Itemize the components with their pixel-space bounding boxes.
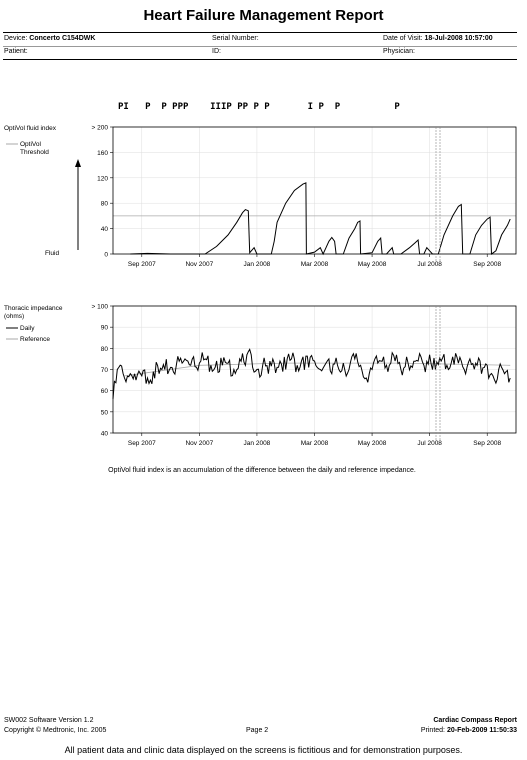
copyright: Copyright © Medtronic, Inc. 2005 xyxy=(4,727,107,734)
optivol-y-tick-label: 120 xyxy=(97,175,108,182)
impedance-x-ticks: Sep 2007 Nov 2007 Jan 2008 Mar 2008 May 2008… xyxy=(128,433,502,447)
impedance-y-tick-label: 60 xyxy=(101,388,109,395)
impedance-x-tick-label: May 2008 xyxy=(358,440,387,447)
printed-value: 20-Feb-2009 11:50:33 xyxy=(446,727,517,734)
optivol-x-ticks: Sep 2007 Nov 2007 Jan 2008 Mar 2008 May 2008… xyxy=(128,254,502,268)
optivol-y-tick-label: 160 xyxy=(97,150,108,157)
reference-legend-label: Reference xyxy=(20,336,50,343)
optivol-x-tick-label: Nov 2007 xyxy=(185,261,213,268)
chart-caption: OptiVol fluid index is an accumulation o… xyxy=(108,467,416,474)
page-number: Page 2 xyxy=(246,727,269,734)
impedance-y-tick-label: 80 xyxy=(101,346,109,353)
impedance-x-tick-label: Sep 2007 xyxy=(128,440,156,447)
header-rule-top xyxy=(3,32,517,33)
optivol-x-tick-label: Mar 2008 xyxy=(301,261,329,268)
disclaimer: All patient data and clinic data display… xyxy=(64,745,463,755)
visit-label: Date of Visit: xyxy=(383,35,423,42)
threshold-legend-line2: Threshold xyxy=(20,149,49,156)
software-version: SW002 Software Version 1.2 xyxy=(4,717,94,724)
fluid-arrow-head xyxy=(75,159,81,167)
impedance-y-tick-label: 90 xyxy=(101,325,109,332)
optivol-x-tick-label: Jul 2008 xyxy=(417,261,442,268)
optivol-y-tick-label: 0 xyxy=(104,252,108,259)
optivol-x-tick-label: May 2008 xyxy=(358,261,387,268)
impedance-x-tick-label: Nov 2007 xyxy=(185,440,213,447)
impedance-unit: (ohms) xyxy=(4,313,24,320)
impedance-x-tick-label: Jan 2008 xyxy=(244,440,271,447)
impedance-x-tick-label: Mar 2008 xyxy=(301,440,329,447)
threshold-legend-line1: OptiVol xyxy=(20,141,42,148)
visit-field: Date of Visit: 18-Jul-2008 10:57:00 xyxy=(383,35,493,42)
device-field: Device: Concerto C154DWK xyxy=(4,35,95,42)
impedance-x-tick-label: Sep 2008 xyxy=(473,440,501,447)
optivol-x-tick-label: Sep 2007 xyxy=(128,261,156,268)
optivol-y-ticks: > 200 160 120 80 40 0 xyxy=(92,125,113,259)
impedance-title: Thoracic impedance xyxy=(4,305,63,312)
serial-label: Serial Number: xyxy=(212,35,259,42)
device-label: Device: xyxy=(4,35,28,42)
visit-value: 18-Jul-2008 10:57:00 xyxy=(424,35,493,42)
printed-field: Printed: 20-Feb-2009 11:50:33 xyxy=(421,727,517,734)
physician-label: Physician: xyxy=(383,48,415,55)
optivol-y-tick-label: 80 xyxy=(101,201,109,208)
impedance-y-tick-label: 50 xyxy=(101,409,109,416)
report-name: Cardiac Compass Report xyxy=(433,717,517,724)
optivol-chart: OptiVol fluid index OptiVol Threshold Fl… xyxy=(4,125,517,268)
header-rule-bottom xyxy=(3,59,517,60)
impedance-grid xyxy=(113,305,516,434)
optivol-series-line xyxy=(130,182,511,256)
charts-canvas: PI P P PPP IIIP PP P P I P P P OptiVol f… xyxy=(4,102,517,474)
threshold-legend-label: OptiVol Threshold xyxy=(20,141,49,156)
device-value: Concerto C154DWK xyxy=(29,35,96,42)
daily-legend-label: Daily xyxy=(20,325,35,332)
optivol-y-tick-label: > 200 xyxy=(92,125,109,132)
impedance-y-tick-label: 70 xyxy=(101,367,109,374)
report-title: Heart Failure Management Report xyxy=(143,7,384,24)
impedance-y-tick-label: > 100 xyxy=(92,304,109,311)
header-rule-mid xyxy=(3,46,517,47)
impedance-y-tick-label: 40 xyxy=(101,431,109,438)
optivol-y-tick-label: 40 xyxy=(101,226,109,233)
impedance-chart: Thoracic impedance (ohms) Daily Referenc… xyxy=(4,304,517,447)
optivol-title: OptiVol fluid index xyxy=(4,125,57,132)
impedance-daily-line xyxy=(112,348,511,400)
fluid-label: Fluid xyxy=(45,250,59,257)
patient-label: Patient: xyxy=(4,48,28,55)
optivol-x-tick-label: Sep 2008 xyxy=(473,261,501,268)
events-row: PI P P PPP IIIP PP P P I P P P xyxy=(118,102,400,112)
printed-label: Printed: xyxy=(420,727,445,734)
impedance-y-ticks: > 100 90 80 70 60 50 40 xyxy=(92,304,113,438)
impedance-x-tick-label: Jul 2008 xyxy=(417,440,442,447)
id-label: ID: xyxy=(212,48,221,55)
optivol-x-tick-label: Jan 2008 xyxy=(244,261,271,268)
optivol-grid xyxy=(113,126,516,255)
